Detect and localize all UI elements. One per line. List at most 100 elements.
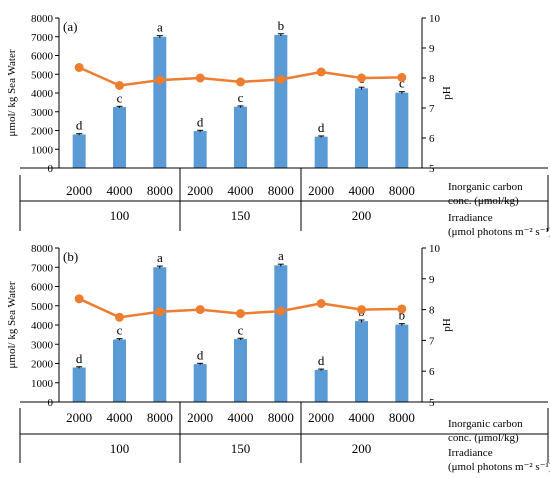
irradiance-label: Irradiance: [448, 447, 493, 459]
x-category-label: 4000: [107, 183, 133, 198]
y-tick-label: 0: [48, 397, 54, 409]
ph-marker: [74, 294, 84, 304]
y-tick-label: 4000: [31, 88, 54, 100]
y2-axis-title: pH: [441, 318, 453, 332]
chart-panel-2: 0 1000 2000 3000 4000 5000 6000 7000 8000 5 6 7 8 9 10…: [6, 243, 550, 473]
ph-marker: [155, 75, 165, 85]
ph-marker: [236, 77, 245, 87]
irradiance-label-unit: (μmol photons m⁻² s⁻¹): [448, 226, 550, 238]
ph-marker: [397, 304, 407, 314]
y-tick-label: 5000: [31, 69, 54, 81]
x-group-label: 100: [110, 208, 130, 223]
ph-marker: [115, 312, 124, 322]
bar: [355, 88, 368, 168]
ph-marker: [357, 305, 366, 315]
bar: [193, 131, 207, 168]
y2-tick-label: 9: [429, 274, 435, 286]
panel-label: (b): [63, 249, 78, 264]
y2-tick-label: 9: [429, 43, 435, 55]
significance-label: d: [76, 118, 83, 133]
x-category-label: 2000: [187, 183, 213, 198]
irradiance-label: Irradiance: [448, 212, 493, 224]
y2-tick-label: 5: [429, 397, 435, 409]
ph-marker: [276, 306, 286, 316]
y-tick-label: 7000: [31, 262, 54, 274]
y-tick-label: 6000: [31, 282, 54, 294]
y-tick-label: 6000: [31, 51, 54, 63]
y-tick-label: 2000: [31, 359, 54, 371]
x-category-label: 4000: [228, 410, 254, 425]
bar: [355, 321, 368, 402]
significance-label: d: [318, 353, 325, 368]
significance-label: c: [238, 322, 244, 337]
y-axis-title: μmol/ kg Sea Water: [6, 281, 18, 368]
chart-panel-1: 0 1000 2000 3000 4000 5000 6000 7000 8000 5 6 7 8 9 10…: [6, 13, 550, 238]
bar: [395, 324, 409, 402]
x-category-label: 2000: [66, 183, 92, 198]
significance-label: c: [238, 90, 244, 105]
irradiance-label-unit: (μmol photons m⁻² s⁻¹): [448, 461, 550, 473]
bar: [72, 367, 86, 402]
bar: [193, 364, 207, 402]
ph-marker: [316, 298, 326, 308]
significance-label: d: [318, 120, 325, 135]
bar: [234, 106, 247, 168]
bar: [113, 339, 126, 402]
significance-label: d: [76, 351, 83, 366]
y-tick-label: 7000: [31, 32, 54, 44]
y-tick-label: 1000: [31, 144, 54, 156]
bar: [113, 107, 126, 168]
ph-marker: [276, 75, 286, 84]
x-category-label: 2000: [308, 410, 334, 425]
significance-label: c: [399, 76, 405, 91]
y-tick-label: 3000: [31, 339, 54, 351]
y2-tick-label: 5: [429, 163, 435, 175]
y2-tick-label: 6: [429, 366, 435, 378]
x-category-label: 8000: [268, 410, 294, 425]
y-tick-label: 0: [48, 163, 54, 175]
bar: [395, 92, 409, 168]
y-tick-label: 5000: [31, 301, 54, 313]
carbon-label-unit: conc. (μmol/kg): [448, 432, 519, 444]
x-category-label: 2000: [187, 410, 213, 425]
y2-tick-label: 10: [429, 13, 441, 25]
significance-label: a: [278, 248, 284, 263]
y2-axis-title: pH: [441, 86, 453, 100]
ph-marker: [316, 67, 326, 77]
x-category-label: 2000: [66, 410, 92, 425]
carbon-label-unit: conc. (μmol/kg): [448, 195, 519, 207]
panel-label: (a): [63, 19, 77, 34]
x-category-label: 8000: [147, 410, 173, 425]
bar: [153, 267, 167, 402]
ph-marker: [74, 63, 84, 72]
bar: [314, 136, 328, 168]
y-tick-label: 8000: [31, 13, 54, 25]
y2-tick-label: 7: [429, 103, 435, 115]
bar: [314, 369, 328, 402]
y-axis-title: μmol/ kg Sea Water: [6, 49, 18, 136]
significance-label: d: [197, 347, 204, 362]
x-category-label: 8000: [268, 183, 294, 198]
x-category-label: 8000: [389, 183, 415, 198]
significance-label: c: [117, 90, 123, 105]
x-category-label: 4000: [107, 410, 133, 425]
y2-tick-label: 8: [429, 305, 435, 317]
x-group-label: 200: [352, 208, 372, 223]
significance-label: d: [197, 114, 204, 129]
ph-marker: [397, 72, 407, 82]
ph-marker: [195, 73, 205, 83]
x-category-label: 2000: [308, 183, 334, 198]
bar: [274, 34, 288, 168]
x-group-label: 200: [352, 441, 372, 456]
x-category-label: 4000: [349, 410, 375, 425]
significance-label: b: [278, 18, 285, 33]
y-tick-label: 1000: [31, 378, 54, 390]
y-tick-label: 2000: [31, 126, 54, 138]
bar: [72, 134, 86, 168]
y2-tick-label: 7: [429, 335, 435, 347]
ph-marker: [155, 307, 165, 317]
significance-label: b: [399, 308, 406, 323]
significance-label: a: [157, 20, 163, 35]
bar: [274, 265, 288, 402]
